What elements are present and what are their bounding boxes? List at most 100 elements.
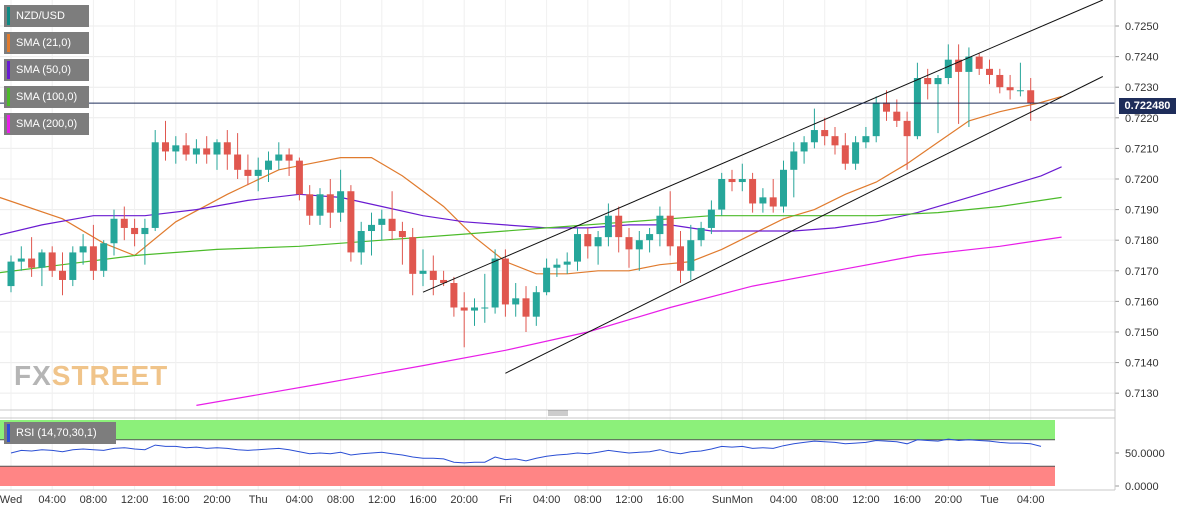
candle (697, 221, 705, 247)
candle (59, 252, 66, 296)
candle-body (934, 78, 942, 85)
candle (17, 246, 25, 271)
candle-body (986, 68, 993, 75)
candle (553, 258, 561, 277)
candle-body (924, 78, 932, 85)
candle (996, 68, 1004, 94)
price-tick-label: 0.7230 (1125, 82, 1159, 94)
rsi-oversold-zone (0, 466, 1055, 486)
candle-body (388, 218, 396, 232)
candle (975, 53, 983, 75)
legend-swatch (7, 7, 10, 25)
pane-divider[interactable] (0, 409, 1115, 419)
time-tick-label: 12:00 (368, 494, 396, 506)
legend-label: SMA (50,0) (16, 64, 72, 76)
rsi-legend-item[interactable]: RSI (14,70,30,1) (4, 422, 116, 444)
watermark-logo: FXSTREET (14, 360, 168, 392)
candle (182, 133, 190, 161)
watermark-part-2: STREET (51, 360, 169, 391)
candle (398, 221, 406, 265)
legend-label: SMA (100,0) (16, 91, 78, 103)
candle-body (89, 246, 97, 271)
candle (615, 206, 623, 253)
candle (749, 172, 757, 213)
candle (162, 120, 169, 161)
candle-body (800, 142, 808, 152)
candle (295, 157, 303, 201)
candle-body (738, 178, 746, 183)
legend-swatch (7, 115, 10, 133)
candle (7, 255, 15, 293)
candle-body (59, 270, 66, 280)
candle-body (100, 243, 108, 271)
candle-body (872, 102, 880, 137)
sma-lines (0, 95, 1062, 406)
candle-body (326, 194, 334, 213)
legend-swatch (7, 88, 10, 106)
time-tick-label: 12:00 (615, 494, 643, 506)
legend-item-sma200[interactable]: SMA (200,0) (4, 113, 89, 135)
price-tick-label: 0.7180 (1125, 235, 1159, 247)
candle (131, 218, 139, 247)
candle (203, 136, 211, 164)
candle-body (841, 145, 849, 164)
legend-item-sma50[interactable]: SMA (50,0) (4, 59, 89, 81)
candle-body (275, 154, 283, 161)
candle (707, 200, 715, 235)
candle-body (903, 120, 911, 137)
candle-body (419, 270, 427, 274)
candle (512, 283, 520, 317)
candle (275, 142, 283, 170)
legend-item-sma21[interactable]: SMA (21,0) (4, 32, 89, 54)
rsi-axis: 0.0000 50.0000 (1115, 448, 1165, 493)
candle (1027, 78, 1035, 121)
candle-body (460, 307, 468, 311)
candle (213, 139, 221, 170)
legend-item-sma100[interactable]: SMA (100,0) (4, 86, 89, 108)
candle (357, 221, 365, 265)
candle (604, 203, 612, 247)
candle (522, 286, 530, 332)
candle (810, 108, 818, 149)
candle-body (707, 209, 715, 228)
time-tick-label: 20:00 (935, 494, 963, 506)
candle (666, 191, 674, 256)
legend-label: SMA (21,0) (16, 37, 72, 49)
candle-body (563, 261, 571, 265)
candle-body (481, 307, 489, 309)
trend-channel (422, 0, 1104, 374)
candle-body (965, 56, 973, 72)
candle-body (1006, 87, 1014, 91)
candle-body (378, 218, 386, 225)
candle (89, 224, 97, 280)
candle (481, 273, 489, 323)
candle (388, 191, 396, 241)
time-tick-label: 16:00 (409, 494, 437, 506)
price-tick-label: 0.7170 (1125, 266, 1159, 278)
candle (347, 185, 355, 262)
candle (79, 234, 87, 265)
candle-body (697, 227, 705, 241)
candle (337, 169, 345, 222)
legend-item-nzdusd[interactable]: NZD/USD (4, 5, 89, 27)
time-tick-label: 04:00 (770, 494, 798, 506)
price-tick-label: 0.7190 (1125, 205, 1159, 217)
rsi-overbought-zone (0, 420, 1055, 440)
watermark-part-1: FX (14, 360, 52, 391)
candle (378, 209, 386, 241)
time-tick-label: 04:00 (1017, 494, 1045, 506)
candle (172, 136, 180, 164)
time-tick-label: Mon (732, 494, 753, 506)
candle (1016, 62, 1024, 97)
candle-body (491, 258, 499, 308)
candle-body (677, 246, 684, 271)
candle (656, 206, 664, 247)
candles (7, 44, 1035, 348)
candle (687, 224, 695, 280)
candle (491, 249, 499, 314)
candle-body (852, 142, 860, 164)
candle-body (862, 136, 870, 143)
candle (48, 246, 56, 277)
candle (831, 126, 839, 155)
